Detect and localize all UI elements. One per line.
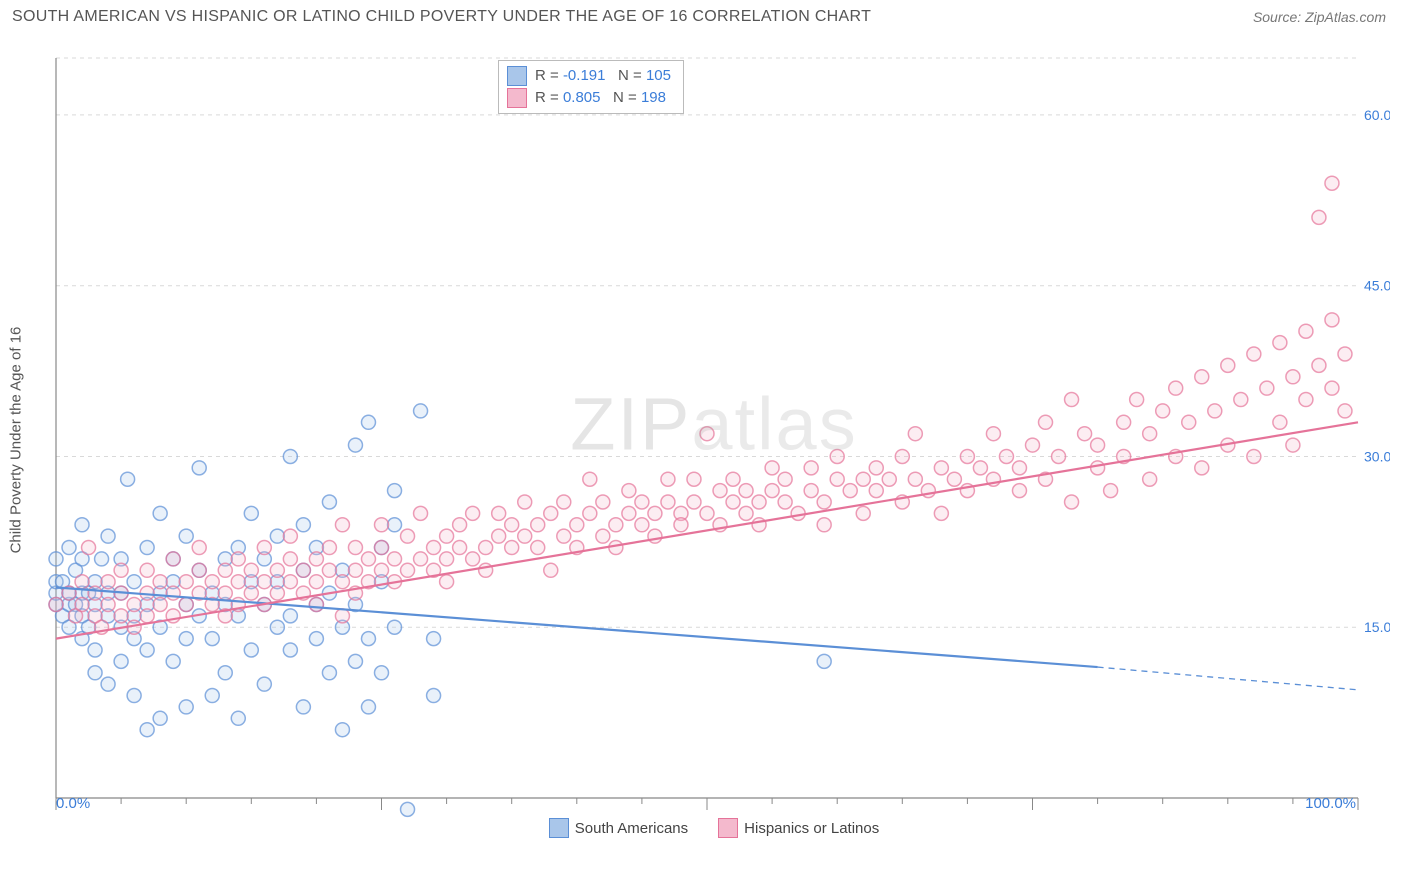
legend-row: R = -0.191 N = 105 bbox=[507, 65, 671, 87]
legend-item: Hispanics or Latinos bbox=[718, 818, 879, 838]
legend-swatch-blue bbox=[507, 66, 527, 86]
legend-swatch-pink bbox=[507, 88, 527, 108]
legend-stats: R = 0.805 N = 198 bbox=[535, 87, 666, 109]
n-label: N = bbox=[613, 89, 637, 106]
x-axis-min-label: 0.0% bbox=[56, 795, 90, 812]
legend-swatch-pink bbox=[718, 818, 738, 838]
legend-row: R = 0.805 N = 198 bbox=[507, 87, 671, 109]
chart-title: SOUTH AMERICAN VS HISPANIC OR LATINO CHI… bbox=[12, 8, 871, 26]
n-value-1: 198 bbox=[641, 89, 666, 106]
r-value-1: 0.805 bbox=[563, 89, 601, 106]
svg-text:60.0%: 60.0% bbox=[1364, 107, 1390, 123]
correlation-legend: R = -0.191 N = 105 R = 0.805 N = 198 bbox=[498, 60, 684, 114]
n-label: N = bbox=[618, 67, 642, 84]
r-value-0: -0.191 bbox=[563, 67, 606, 84]
source-attribution: Source: ZipAtlas.com bbox=[1253, 9, 1386, 25]
svg-text:15.0%: 15.0% bbox=[1364, 619, 1390, 635]
svg-text:30.0%: 30.0% bbox=[1364, 448, 1390, 464]
svg-text:45.0%: 45.0% bbox=[1364, 278, 1390, 294]
legend-label: Hispanics or Latinos bbox=[744, 820, 879, 837]
r-label: R = bbox=[535, 89, 559, 106]
y-axis-label: Child Poverty Under the Age of 16 bbox=[8, 327, 25, 554]
legend-label: South Americans bbox=[575, 820, 688, 837]
n-value-0: 105 bbox=[646, 67, 671, 84]
legend-stats: R = -0.191 N = 105 bbox=[535, 65, 671, 87]
legend-item: South Americans bbox=[549, 818, 688, 838]
scatter-plot: 15.0% 30.0% 45.0% 60.0% bbox=[38, 40, 1390, 840]
x-axis-max-label: 100.0% bbox=[1305, 795, 1356, 812]
r-label: R = bbox=[535, 67, 559, 84]
chart-container: Child Poverty Under the Age of 16 15.0%3… bbox=[38, 40, 1390, 840]
series-legend: South Americans Hispanics or Latinos bbox=[38, 818, 1390, 838]
legend-swatch-blue bbox=[549, 818, 569, 838]
